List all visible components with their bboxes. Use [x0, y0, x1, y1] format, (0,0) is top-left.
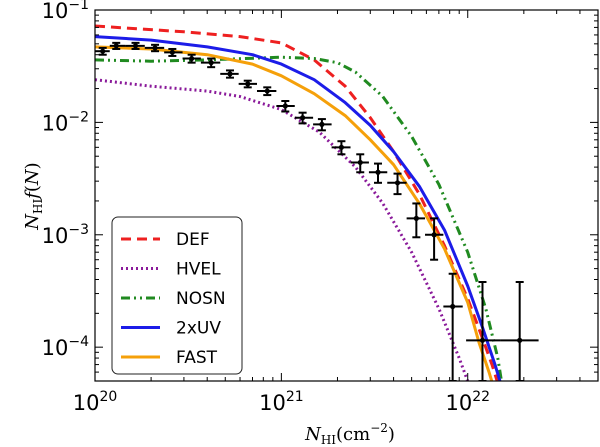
data-marker	[375, 169, 381, 175]
data-marker	[394, 180, 401, 186]
y-tick-label: 10−2	[42, 109, 89, 135]
data-point	[387, 172, 407, 196]
data-point	[368, 162, 388, 184]
data-point	[313, 118, 332, 132]
series-layer	[95, 24, 503, 381]
data-point	[443, 272, 463, 381]
data-point	[276, 99, 295, 113]
y-tick-label: 10−1	[42, 0, 89, 23]
legend-item-nosn: NOSN	[121, 289, 226, 309]
data-point	[425, 217, 444, 261]
data-marker	[282, 103, 288, 109]
data-point	[220, 69, 239, 79]
x-tick-label: 1021	[259, 389, 304, 415]
series-line-fast	[95, 45, 494, 381]
legend-label: HVEL	[176, 260, 221, 280]
legend-label: FAST	[176, 348, 218, 368]
legend-label: NOSN	[176, 289, 226, 309]
errorbar-layer	[95, 41, 539, 381]
data-point	[294, 111, 314, 125]
data-marker	[479, 337, 486, 343]
data-marker	[169, 49, 175, 55]
data-marker	[245, 81, 251, 87]
legend-item-hvel: HVEL	[121, 260, 221, 280]
legend-label: 2xUV	[176, 319, 221, 339]
data-marker	[338, 144, 345, 150]
legend-item-2xuv: 2xUV	[121, 319, 221, 339]
legend-entries: DEF HVEL NOSN 2xUV FAST	[121, 230, 226, 368]
y-tick-label: 10−3	[42, 222, 89, 248]
data-point	[182, 53, 201, 64]
data-point	[331, 140, 351, 156]
data-point	[500, 281, 539, 381]
data-marker	[189, 55, 195, 62]
data-marker	[357, 159, 363, 166]
data-marker	[100, 48, 106, 54]
data-point	[164, 47, 183, 57]
data-marker	[208, 60, 214, 66]
data-point	[406, 202, 426, 239]
data-marker	[227, 71, 233, 77]
data-point	[238, 79, 257, 89]
data-marker	[431, 232, 437, 238]
data-marker	[319, 121, 325, 127]
data-marker	[264, 88, 270, 94]
tick-layer	[94, 9, 599, 382]
data-marker	[132, 43, 139, 49]
data-point	[95, 46, 110, 56]
data-point	[144, 43, 165, 53]
x-tick-label: 1020	[73, 389, 118, 415]
data-point	[466, 281, 501, 381]
data-marker	[450, 303, 456, 310]
x-axis-label: NHI(cm−2)	[304, 421, 395, 447]
series-line-2xuv	[95, 35, 502, 381]
plot-frame	[94, 9, 599, 382]
data-marker	[300, 115, 306, 121]
y-tick-label: 10−4	[42, 334, 89, 360]
data-marker	[517, 337, 523, 343]
data-point	[256, 86, 277, 97]
data-point	[350, 153, 369, 174]
x-tick-label: 1022	[445, 389, 490, 415]
data-point	[109, 41, 126, 50]
data-point	[200, 57, 221, 69]
legend-item-def: DEF	[121, 230, 210, 250]
legend-box	[111, 216, 243, 375]
data-marker	[413, 215, 419, 221]
legend-item-fast: FAST	[121, 348, 218, 368]
y-axis-label: NHIf(N)	[22, 162, 45, 230]
series-line-def	[95, 24, 499, 381]
tick-label-layer: 1020 1021 1022 10−1 10−2 10−3 10−4	[42, 0, 490, 415]
data-marker	[113, 43, 119, 49]
data-marker	[152, 45, 158, 51]
legend: DEF HVEL NOSN 2xUV FAST	[111, 216, 243, 375]
legend-label: DEF	[176, 230, 210, 250]
data-point	[125, 41, 145, 50]
